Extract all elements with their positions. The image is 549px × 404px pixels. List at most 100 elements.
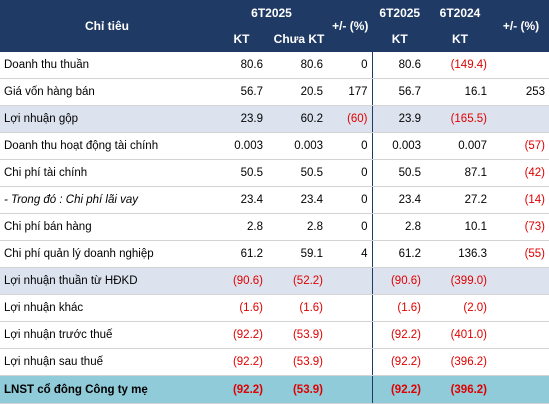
value-6t2024-kt: 87.1 — [427, 159, 494, 187]
value-6t2024-kt: (165.5) — [427, 105, 494, 133]
value-6t2025-kt-b: 61.2 — [372, 240, 428, 268]
change-pct-1 — [329, 321, 373, 349]
value-6t2024-kt: 0.007 — [427, 132, 494, 160]
header-change1: +/- (%) — [329, 0, 373, 52]
table-row: Giá vốn hàng bán 56.7 20.5 177 56.7 16.1 253 — [0, 78, 549, 106]
change-pct-1 — [329, 294, 373, 322]
row-label: Doanh thu hoạt động tài chính — [0, 132, 214, 160]
change-pct-1 — [329, 267, 373, 295]
value-6t2025-chua-kt: 2.8 — [269, 213, 330, 241]
value-6t2025-chua-kt: (1.6) — [269, 294, 330, 322]
change-pct-1: 0 — [329, 159, 373, 187]
change-pct-2 — [493, 348, 549, 376]
table-row: Lợi nhuận trước thuế (92.2) (53.9) (92.2) (4… — [0, 321, 549, 349]
change-pct-2 — [493, 321, 549, 349]
table-row: Chi phí quản lý doanh nghiệp 61.2 59.1 4 61.… — [0, 240, 549, 268]
value-6t2025-kt: 80.6 — [214, 52, 269, 79]
value-6t2025-chua-kt: 0.003 — [269, 132, 330, 160]
value-6t2025-kt: 23.9 — [214, 105, 269, 133]
table-row: Doanh thu hoạt động tài chính 0.003 0.003 0… — [0, 132, 549, 160]
change-pct-2 — [493, 294, 549, 322]
value-6t2025-kt-b: 56.7 — [372, 78, 428, 106]
change-pct-2: (57) — [493, 132, 549, 160]
row-label: Chi phí quản lý doanh nghiệp — [0, 240, 214, 268]
value-6t2024-kt: (401.0) — [427, 321, 494, 349]
change-pct-2: 253 — [493, 78, 549, 106]
header-kt3: KT — [427, 26, 494, 52]
header-chua-kt: Chưa KT — [269, 26, 330, 52]
table-row: Lợi nhuận gộp 23.9 60.2 (60) 23.9 (165.5) — [0, 105, 549, 133]
row-label: Chi phí tài chính — [0, 159, 214, 187]
table-row: Chi phí tài chính 50.5 50.5 0 50.5 87.1 (42) — [0, 159, 549, 187]
value-6t2025-kt-b: (1.6) — [372, 294, 428, 322]
change-pct-2 — [493, 267, 549, 295]
value-6t2025-kt: 50.5 — [214, 159, 269, 187]
value-6t2025-kt: 61.2 — [214, 240, 269, 268]
value-6t2024-kt: 27.2 — [427, 186, 494, 214]
row-label: Lợi nhuận sau thuế — [0, 348, 214, 376]
change-pct-2: (55) — [493, 240, 549, 268]
table-row: Doanh thu thuần 80.6 80.6 0 80.6 (149.4) — [0, 52, 549, 79]
header-group2a: 6T2025 — [372, 0, 428, 26]
change-pct-2 — [493, 52, 549, 79]
change-pct-2: (73) — [493, 213, 549, 241]
value-6t2024-kt: 136.3 — [427, 240, 494, 268]
change-pct-1: 0 — [329, 186, 373, 214]
header-change2: +/- (%) — [493, 0, 549, 52]
change-pct-1: 0 — [329, 52, 373, 79]
value-6t2025-chua-kt: 60.2 — [269, 105, 330, 133]
header-group2b: 6T2024 — [427, 0, 494, 26]
change-pct-1: 0 — [329, 213, 373, 241]
table-row: - Trong đó : Chi phí lãi vay 23.4 23.4 0 23.… — [0, 186, 549, 214]
value-6t2025-chua-kt: 59.1 — [269, 240, 330, 268]
value-6t2025-kt-b: 2.8 — [372, 213, 428, 241]
value-6t2025-chua-kt: (52.2) — [269, 267, 330, 295]
value-6t2025-kt-b: (92.2) — [372, 375, 428, 404]
header-indicator: Chỉ tiêu — [0, 0, 214, 52]
value-6t2024-kt: 16.1 — [427, 78, 494, 106]
row-label: Lợi nhuận khác — [0, 294, 214, 322]
value-6t2024-kt: (396.2) — [427, 348, 494, 376]
value-6t2025-kt-b: (92.2) — [372, 348, 428, 376]
row-label: - Trong đó : Chi phí lãi vay — [0, 186, 214, 214]
value-6t2025-kt-b: 23.4 — [372, 186, 428, 214]
row-label: Chi phí bán hàng — [0, 213, 214, 241]
value-6t2024-kt: 10.1 — [427, 213, 494, 241]
value-6t2025-chua-kt: 50.5 — [269, 159, 330, 187]
change-pct-1 — [329, 348, 373, 376]
row-label: Doanh thu thuần — [0, 52, 214, 79]
value-6t2025-kt: 23.4 — [214, 186, 269, 214]
value-6t2025-kt: 56.7 — [214, 78, 269, 106]
value-6t2025-chua-kt: (53.9) — [269, 375, 330, 404]
value-6t2025-kt: 2.8 — [214, 213, 269, 241]
change-pct-1 — [329, 375, 373, 404]
row-label: Lợi nhuận thuần từ HĐKD — [0, 267, 214, 295]
change-pct-1: 4 — [329, 240, 373, 268]
value-6t2024-kt: (396.2) — [427, 375, 494, 404]
change-pct-1: 0 — [329, 132, 373, 160]
row-label: Giá vốn hàng bán — [0, 78, 214, 106]
change-pct-2 — [493, 105, 549, 133]
table-row: Chi phí bán hàng 2.8 2.8 0 2.8 10.1 (73) — [0, 213, 549, 241]
table-row: Lợi nhuận khác (1.6) (1.6) (1.6) (2.0) — [0, 294, 549, 322]
header-kt2: KT — [372, 26, 428, 52]
change-pct-1: (60) — [329, 105, 373, 133]
change-pct-2: (14) — [493, 186, 549, 214]
value-6t2025-kt-b: 0.003 — [372, 132, 428, 160]
table-row: LNST cổ đông Công ty mẹ (92.2) (53.9) (92.2… — [0, 375, 549, 404]
value-6t2024-kt: (399.0) — [427, 267, 494, 295]
row-label: Lợi nhuận gộp — [0, 105, 214, 133]
value-6t2025-chua-kt: 20.5 — [269, 78, 330, 106]
value-6t2024-kt: (2.0) — [427, 294, 494, 322]
value-6t2025-kt: (92.2) — [214, 321, 269, 349]
value-6t2025-chua-kt: (53.9) — [269, 321, 330, 349]
value-6t2025-kt-b: (90.6) — [372, 267, 428, 295]
value-6t2025-kt: (92.2) — [214, 375, 269, 404]
header-kt: KT — [214, 26, 269, 52]
value-6t2025-chua-kt: 80.6 — [269, 52, 330, 79]
value-6t2025-kt: (92.2) — [214, 348, 269, 376]
value-6t2025-kt-b: (92.2) — [372, 321, 428, 349]
value-6t2025-kt-b: 50.5 — [372, 159, 428, 187]
